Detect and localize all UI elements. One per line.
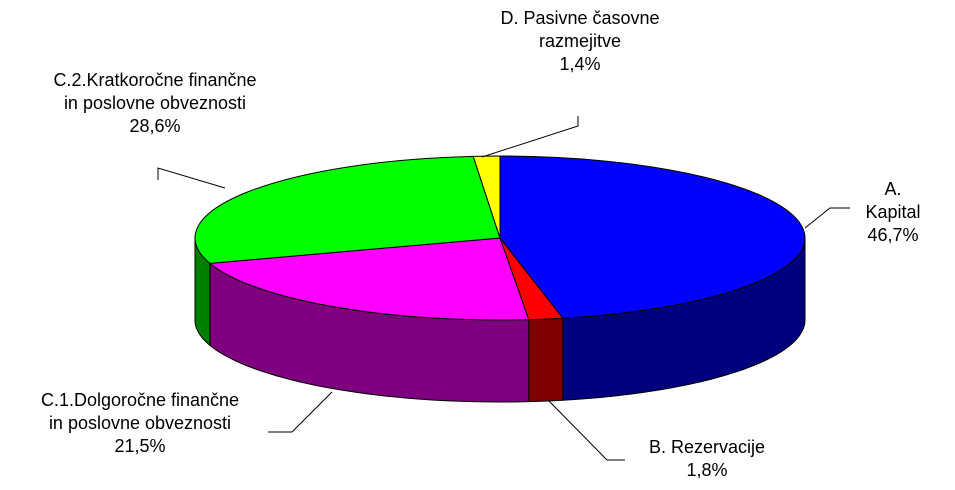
slice-label: A. Kapital 46,7% bbox=[862, 178, 924, 247]
leader-line bbox=[804, 207, 850, 229]
category-name: C.1.Dolgoročne finančne in poslovne obve… bbox=[40, 390, 240, 433]
slice-label: B. Rezervacije 1,8% bbox=[649, 436, 765, 482]
leader-line bbox=[481, 116, 579, 158]
value-label: 46,7% bbox=[867, 225, 919, 245]
category-name: B. Rezervacije bbox=[648, 437, 766, 457]
leader-line bbox=[547, 399, 625, 461]
slice bbox=[499, 155, 806, 319]
slice bbox=[194, 155, 501, 264]
value-label: 28,6% bbox=[129, 116, 181, 136]
slice-side bbox=[528, 317, 564, 403]
value-label: 21,5% bbox=[114, 436, 166, 456]
leader-line bbox=[268, 391, 333, 433]
value-label: 1,8% bbox=[686, 460, 728, 480]
category-name: D. Pasivne časovne razmejitve bbox=[500, 8, 660, 51]
slice-label: C.2.Kratkoročne finančne in poslovne obv… bbox=[53, 69, 256, 138]
leader-line bbox=[157, 167, 226, 189]
slice bbox=[208, 237, 530, 321]
slice-label: D. Pasivne časovne razmejitve 1,4% bbox=[500, 7, 659, 76]
value-label: 1,4% bbox=[559, 54, 601, 74]
slice bbox=[472, 155, 501, 239]
category-name: C.2.Kratkoročne finančne in poslovne obv… bbox=[53, 70, 257, 113]
slice-label: C.1.Dolgoročne finančne in poslovne obve… bbox=[41, 389, 239, 458]
category-name: A. Kapital bbox=[865, 179, 921, 222]
